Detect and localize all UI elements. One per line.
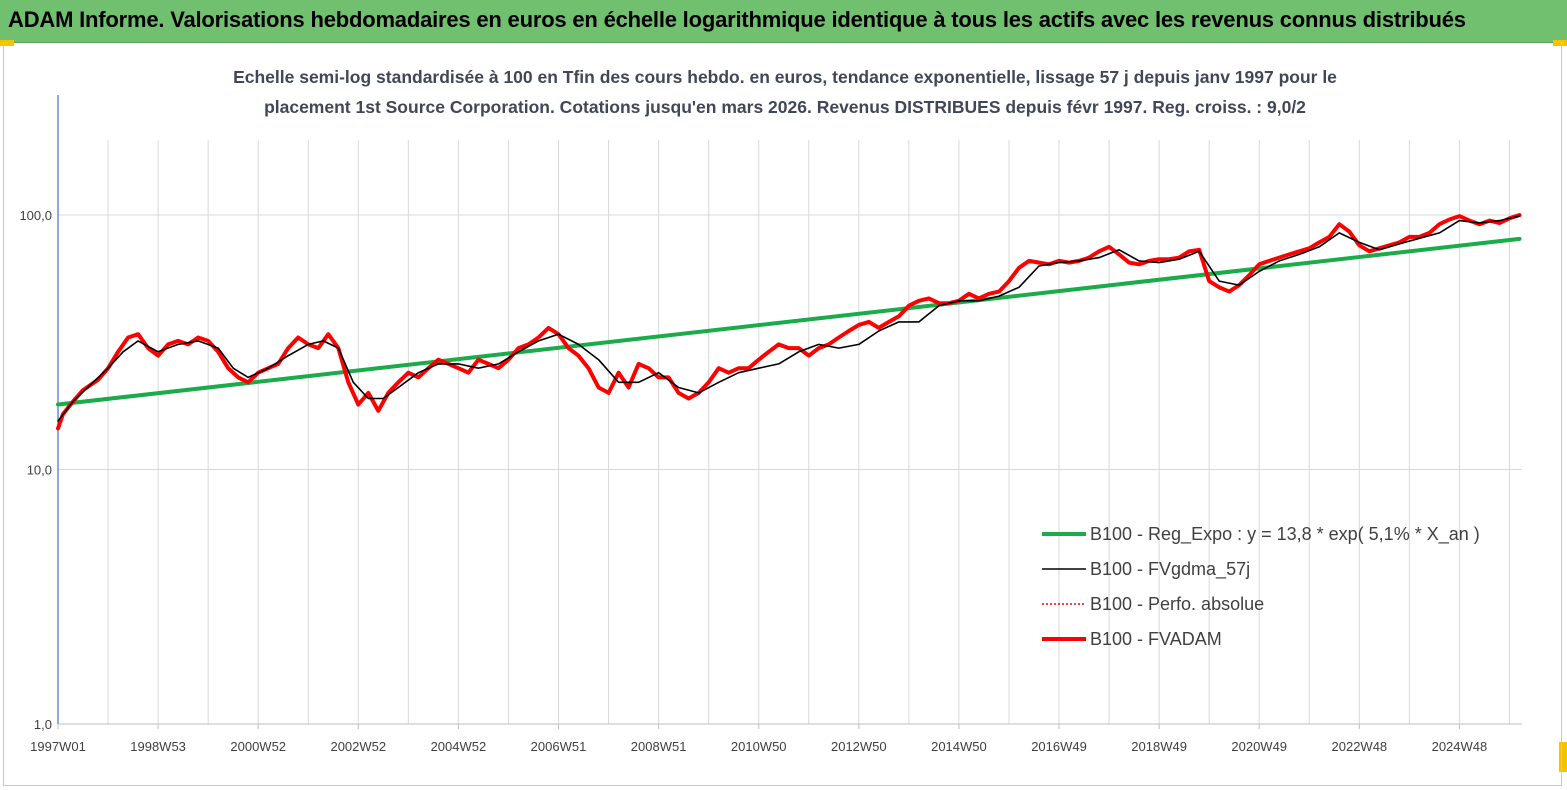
y-tick-label: 10,0 [27, 462, 52, 477]
series-fvadam-line [56, 213, 1522, 431]
x-tick-label: 2004W52 [431, 739, 487, 754]
legend-item-fvadam: B100 - FVADAM [1042, 629, 1222, 649]
header-bar: ADAM Informe. Valorisations hebdomadaire… [0, 0, 1567, 43]
series-fvgdma-line [57, 215, 1521, 422]
corner-mark-top-right [1553, 40, 1567, 46]
legend-label: B100 - FVADAM [1090, 629, 1222, 649]
x-tick-label: 2024W48 [1432, 739, 1488, 754]
series-reg-expo-line [56, 236, 1522, 407]
x-tick-label: 2018W49 [1131, 739, 1187, 754]
legend-label: B100 - Perfo. absolue [1090, 594, 1264, 614]
corner-mark-top-left [0, 40, 14, 46]
legend-label: B100 - FVgdma_57j [1090, 559, 1250, 580]
x-tick-label: 2008W51 [631, 739, 687, 754]
x-tick-label: 2010W50 [731, 739, 787, 754]
x-tick-label: 2006W51 [531, 739, 587, 754]
x-tick-label: 2014W50 [931, 739, 987, 754]
x-tick-label: 2016W49 [1031, 739, 1087, 754]
legend-item-perfo-absolue: B100 - Perfo. absolue [1042, 594, 1264, 614]
x-tick-label: 2020W49 [1231, 739, 1287, 754]
x-tick-label: 2012W50 [831, 739, 887, 754]
legend: B100 - Reg_Expo : y = 13,8 * exp( 5,1% *… [1042, 524, 1480, 649]
chart-frame [3, 42, 1562, 786]
axis-layer: 1,0 10,0 100,0 1997W01 1998W53 2000W52 2002W52… [19, 95, 1522, 754]
y-tick-label: 100,0 [19, 208, 52, 223]
chart-title-line-2: placement 1st Source Corporation. Cotati… [264, 97, 1306, 117]
y-tick-label: 1,0 [34, 717, 52, 732]
chart-title-line-1: Echelle semi-log standardisée à 100 en T… [233, 67, 1337, 87]
x-tick-label: 2002W52 [330, 739, 386, 754]
legend-item-fvgdma: B100 - FVgdma_57j [1042, 559, 1250, 580]
legend-item-reg-expo: B100 - Reg_Expo : y = 13,8 * exp( 5,1% *… [1042, 524, 1480, 545]
x-tick-label: 1997W01 [30, 739, 86, 754]
x-tick-label: 2022W48 [1332, 739, 1388, 754]
grid-layer [57, 140, 1522, 725]
page-title: ADAM Informe. Valorisations hebdomadaire… [8, 7, 1466, 32]
corner-mark-bottom-right [1559, 742, 1567, 772]
legend-label: B100 - Reg_Expo : y = 13,8 * exp( 5,1% *… [1090, 524, 1480, 545]
x-tick-label: 1998W53 [130, 739, 186, 754]
series-layer [56, 213, 1522, 431]
x-tick-label: 2000W52 [230, 739, 286, 754]
